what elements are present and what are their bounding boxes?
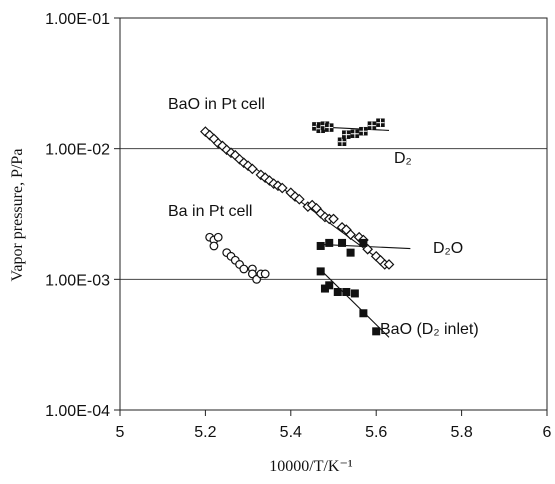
data-point-bao-d2-inlet (320, 284, 329, 293)
data-point-ba-pt-cell (213, 232, 223, 242)
y-axis-title: Vapor pressure, P/Pa (9, 149, 26, 282)
data-point-bao-pt-cell (276, 182, 288, 194)
data-point-ba-pt-cell (209, 241, 219, 251)
plot-area-frame (119, 17, 548, 411)
data-point-ba-pt-cell (260, 269, 270, 279)
gridlines (120, 148, 547, 280)
y-tick-label: 1.00E-02 (45, 142, 110, 159)
data-point-d2o (338, 238, 347, 247)
annotation-d2o: D₂O (433, 240, 463, 257)
data-point-bao-d2-inlet (350, 289, 359, 298)
data-point-ba-pt-cell (239, 264, 249, 274)
fit-line (320, 269, 390, 338)
x-tick-label: 5 (116, 424, 125, 441)
x-tick-label: 5.4 (280, 424, 302, 441)
x-axis-title: 10000/T/K⁻¹ (269, 458, 353, 475)
y-tick-label: 1.00E-01 (45, 11, 110, 28)
data-point-bao-pt-cell (345, 229, 356, 240)
data-point-bao-pt-cell (293, 193, 305, 205)
data-point-bao-d2-inlet (333, 287, 342, 296)
data-point-bao-d2-inlet (359, 309, 368, 318)
x-tick-label: 5.6 (365, 424, 387, 441)
data-point-bao-pt-cell (362, 243, 374, 255)
data-point-d2o (346, 248, 355, 257)
annotation-ba-pt-cell: Ba in Pt cell (168, 203, 252, 220)
data-point-bao-pt-cell (328, 213, 339, 225)
data-point-bao-d2-inlet (325, 281, 334, 290)
x-tick-label: 5.8 (450, 424, 472, 441)
x-tick-label: 6 (543, 424, 552, 441)
y-tick-label: 1.00E-03 (45, 272, 110, 289)
data-point-d2o (316, 241, 325, 250)
data-point-bao-pt-cell (247, 163, 258, 175)
data-point-bao-d2-inlet (316, 267, 325, 276)
annotation-bao-d2-inlet: BaO (D₂ inlet) (380, 321, 479, 338)
data-point-d2o (359, 238, 368, 247)
data-point-bao-d2-inlet (342, 287, 351, 296)
data-point-bao-d2-inlet (372, 327, 381, 336)
axis-ticks: 1.00E-01 1.00E-02 1.00E-03 1.00E-04 5 5.2 5.4 5… (45, 11, 551, 441)
x-tick-label: 5.2 (194, 424, 216, 441)
data-point-d2o (325, 238, 334, 247)
annotation-d2: D₂ (394, 150, 412, 167)
data-points (200, 118, 395, 336)
data-point-bao-pt-cell (383, 259, 395, 270)
y-tick-label: 1.00E-04 (45, 403, 110, 420)
annotation-bao-pt-cell: BaO in Pt cell (168, 96, 265, 113)
